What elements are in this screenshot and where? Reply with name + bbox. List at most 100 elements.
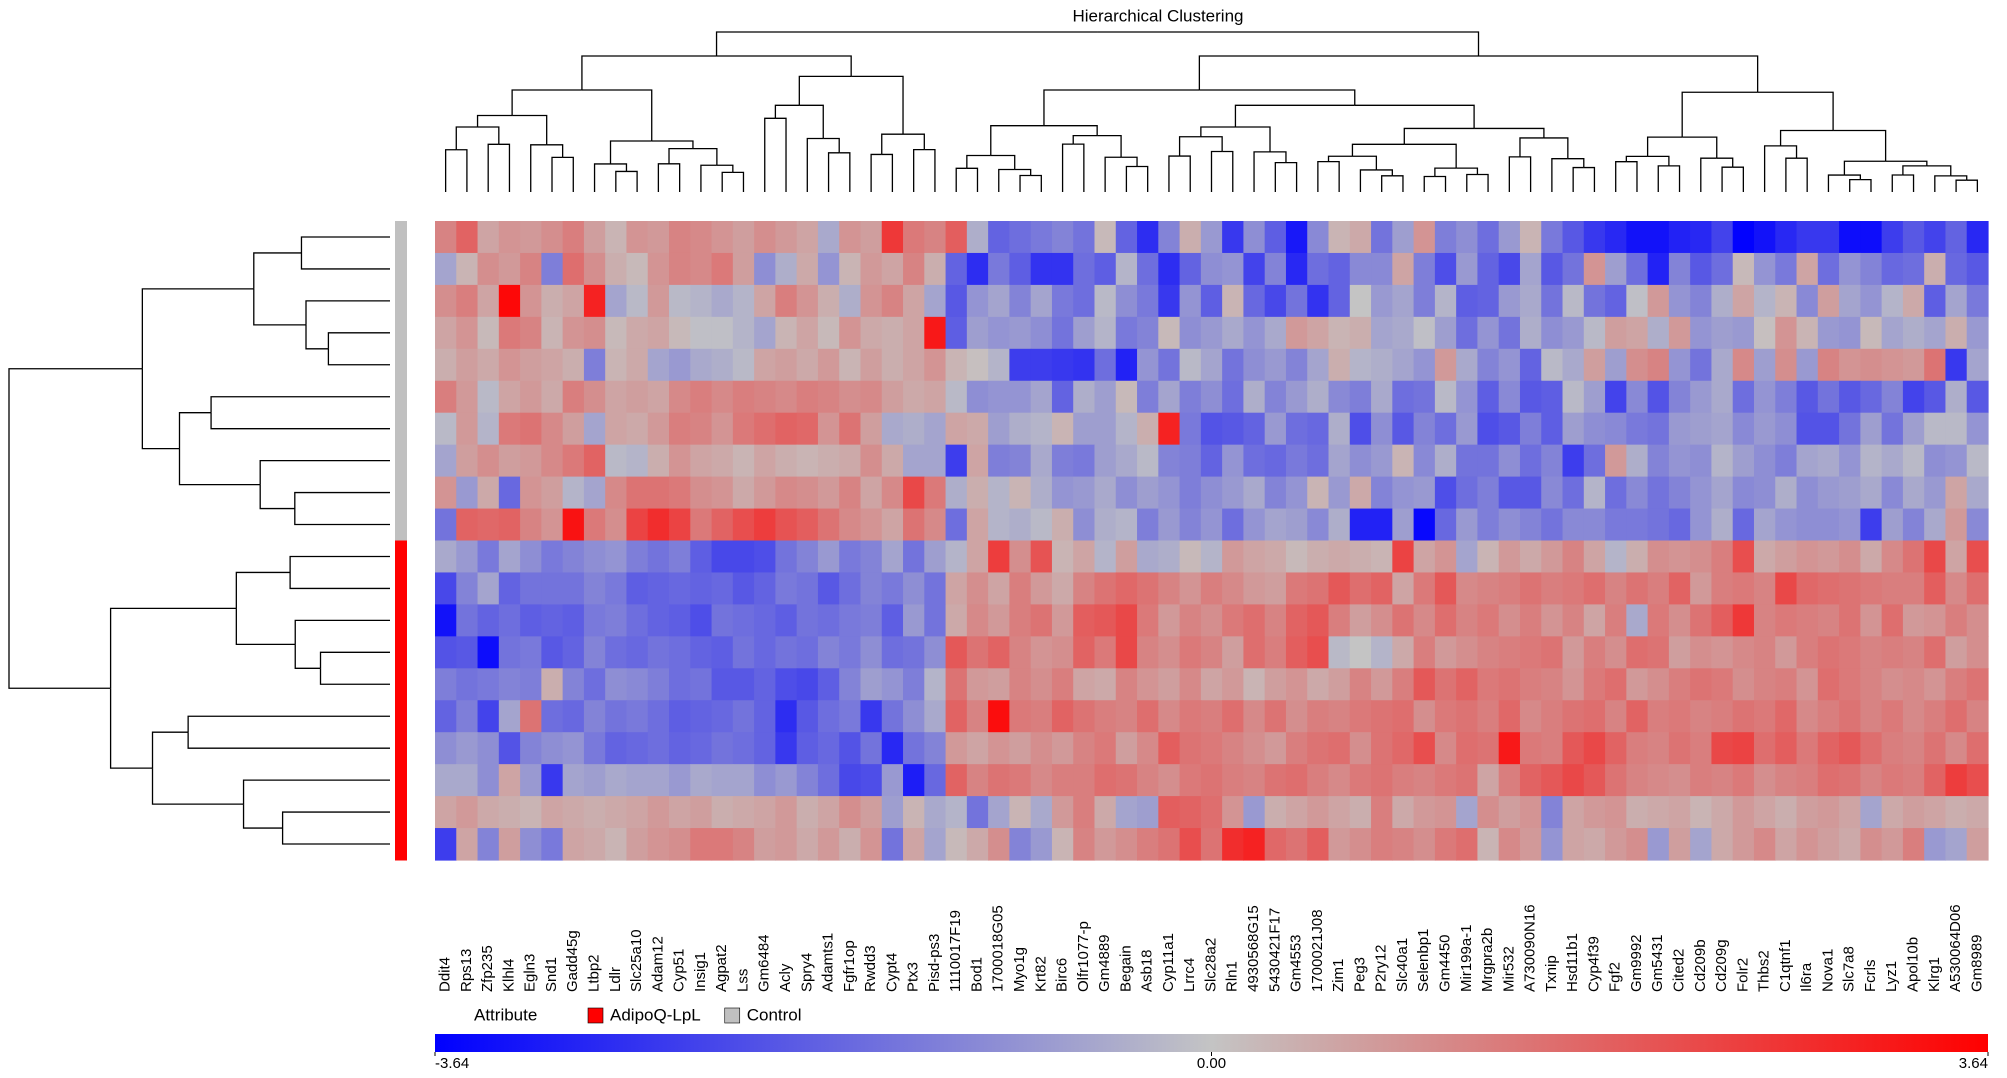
heatmap-cell — [1966, 476, 1989, 510]
dendrogram-branch — [487, 143, 499, 192]
heatmap-cell — [1222, 412, 1245, 446]
heatmap-cell — [1434, 476, 1457, 510]
heatmap-cell — [498, 572, 521, 605]
column-label: Zfp235 — [479, 945, 496, 992]
heatmap-cell — [1839, 476, 1861, 510]
heatmap-cell — [1456, 252, 1479, 286]
heatmap-cell — [1456, 572, 1479, 605]
heatmap-cell — [1605, 732, 1627, 765]
heatmap-cell — [1668, 828, 1691, 861]
dendrogram-branch — [1519, 156, 1532, 192]
heatmap-cell — [1115, 796, 1138, 829]
heatmap-cell — [1839, 412, 1861, 446]
heatmap-cell — [860, 412, 883, 446]
dendrogram-branch — [1478, 55, 1759, 93]
dendrogram-branch — [1849, 178, 1861, 192]
heatmap-cell — [1264, 668, 1287, 701]
heatmap-cell — [456, 252, 479, 286]
column-label: Klhl4 — [500, 959, 517, 992]
heatmap-cell — [1605, 636, 1627, 669]
dendrogram-branch — [456, 149, 468, 192]
dendrogram-branch — [1381, 175, 1393, 192]
heatmap-cell — [1839, 828, 1861, 861]
heatmap-cell — [626, 284, 649, 318]
heatmap-cell — [1647, 252, 1670, 286]
heatmap-cell — [817, 508, 840, 542]
column-label: Cd209b — [1692, 939, 1709, 992]
heatmap-cell — [817, 636, 840, 669]
heatmap-cell — [1541, 221, 1564, 254]
heatmap-cell — [988, 476, 1010, 510]
heatmap-cell — [966, 221, 989, 254]
heatmap-cell — [1094, 700, 1117, 733]
heatmap-cell — [520, 668, 542, 701]
heatmap-cell — [1392, 348, 1415, 382]
heatmap-cell — [1328, 316, 1351, 350]
heatmap-cell — [1094, 732, 1117, 765]
heatmap-cell — [1690, 444, 1713, 478]
heatmap-cell — [903, 316, 925, 350]
heatmap-cell — [1605, 476, 1627, 510]
column-label: Gm5431 — [1649, 934, 1666, 992]
heatmap-cell — [1137, 252, 1159, 286]
heatmap-cell — [1115, 540, 1138, 574]
heatmap-cell — [839, 252, 862, 286]
heatmap-cell — [1902, 380, 1925, 414]
dendrogram-branch — [551, 156, 563, 192]
dendrogram-branch — [657, 163, 670, 192]
heatmap-cell — [796, 412, 819, 446]
heatmap-cell — [1860, 636, 1883, 669]
heatmap-cell — [605, 540, 628, 574]
heatmap-cell — [583, 828, 606, 861]
heatmap-cell — [1179, 604, 1202, 637]
row-attribute — [395, 412, 407, 446]
heatmap-cell — [881, 316, 904, 350]
heatmap-cell — [754, 221, 776, 254]
heatmap-cell — [1583, 572, 1606, 605]
heatmap-cell — [498, 636, 521, 669]
column-label: Lss — [734, 969, 751, 992]
heatmap-cell — [669, 604, 691, 637]
heatmap-cell — [1860, 380, 1883, 414]
heatmap-cell — [1839, 604, 1861, 637]
column-label: Gadd45g — [564, 930, 581, 992]
dendrogram-branch — [1423, 175, 1435, 192]
heatmap-cell — [839, 412, 862, 446]
dendrogram-branch — [615, 170, 627, 192]
heatmap-cell — [1924, 221, 1947, 254]
dendrogram-branch — [1317, 160, 1329, 192]
heatmap-cell — [988, 316, 1010, 350]
heatmap-cell — [669, 668, 691, 701]
heatmap-cell — [924, 380, 947, 414]
heatmap-cell — [456, 348, 479, 382]
dendrogram-branch — [1934, 175, 1951, 192]
heatmap-cell — [1775, 668, 1798, 701]
heatmap-cell — [1519, 284, 1542, 318]
heatmap-cell — [966, 508, 989, 542]
heatmap-cell — [1158, 508, 1181, 542]
heatmap-cell — [1243, 828, 1266, 861]
heatmap-cell — [1030, 284, 1053, 318]
heatmap-cell — [1647, 284, 1670, 318]
heatmap-cell — [924, 796, 947, 829]
heatmap-cell — [669, 540, 691, 574]
heatmap-cell — [1626, 668, 1649, 701]
heatmap-cell — [1626, 732, 1649, 765]
heatmap-cell — [1562, 732, 1585, 765]
heatmap-cell — [1073, 828, 1096, 861]
heatmap-cell — [1434, 796, 1457, 829]
heatmap-cell — [541, 476, 564, 510]
heatmap-cell — [1690, 572, 1713, 605]
heatmap-cell — [1051, 380, 1074, 414]
heatmap-cell — [1179, 508, 1202, 542]
heatmap-cell — [1902, 796, 1925, 829]
heatmap-cell — [1392, 252, 1415, 286]
heatmap-cell — [1902, 828, 1925, 861]
heatmap-cell — [1732, 508, 1755, 542]
dendrogram-branch — [1270, 151, 1287, 163]
heatmap-cell — [775, 828, 798, 861]
heatmap-cell — [1264, 284, 1287, 318]
heatmap-cell — [732, 508, 755, 542]
heatmap-cell — [1073, 221, 1096, 254]
heatmap-cell — [1945, 668, 1968, 701]
